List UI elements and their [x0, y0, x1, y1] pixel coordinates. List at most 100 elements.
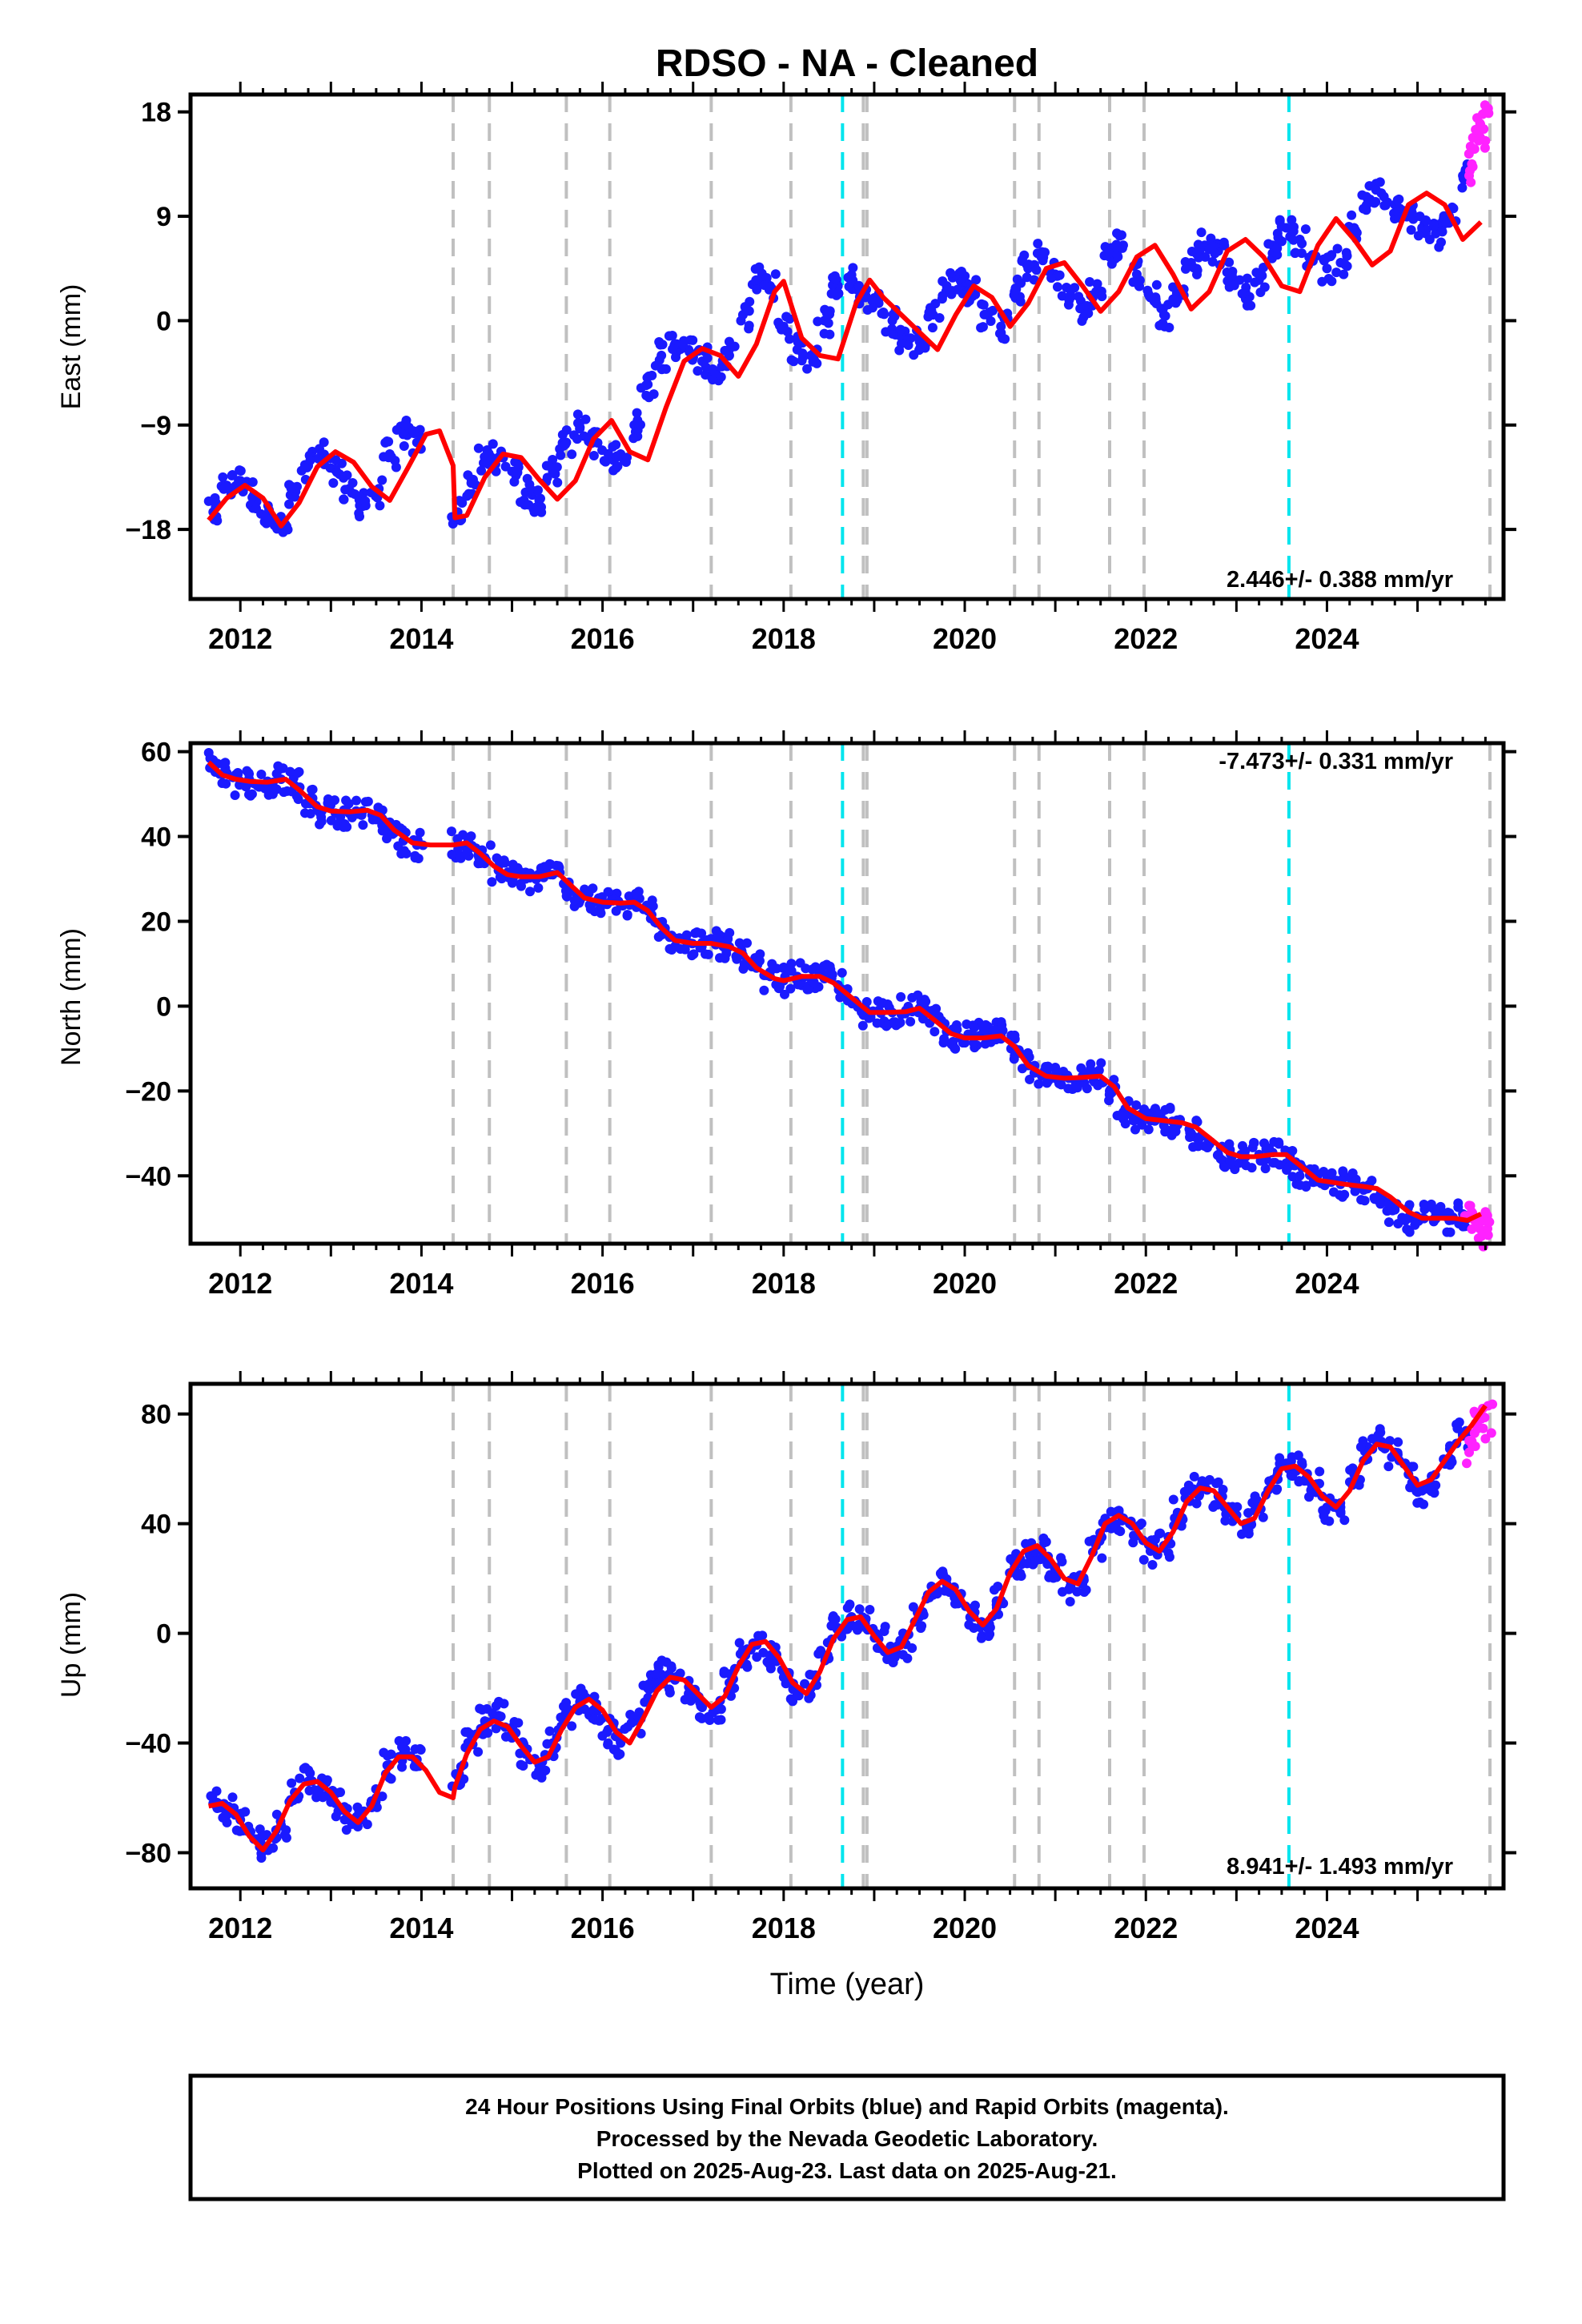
- up-scatter-dot: [1056, 1553, 1066, 1563]
- east-scatter-dot: [831, 275, 841, 285]
- east-scatter-dot: [823, 318, 833, 328]
- north-scatter-dot: [793, 979, 803, 990]
- up-scatter-dot: [314, 1787, 324, 1797]
- east-scatter-dot: [813, 316, 823, 327]
- east-scatter-dot: [1291, 247, 1301, 258]
- east-x-tick-label: 2020: [933, 622, 997, 655]
- north-scatter-dot: [1203, 1142, 1213, 1152]
- up-scatter-dot: [352, 1802, 363, 1812]
- north-scatter-dot: [801, 963, 811, 974]
- up-scatter-dot: [989, 1585, 999, 1595]
- east-scatter-dot: [1193, 239, 1203, 250]
- north-scatter-dot: [720, 953, 730, 963]
- east-scatter-dot: [648, 389, 659, 400]
- up-model: [208, 1404, 1488, 1853]
- up-scatter-dot: [279, 1830, 290, 1840]
- up-scatter-dot: [626, 1718, 636, 1728]
- north-y-tick-label: 40: [141, 822, 171, 853]
- north-scatter-dot: [622, 910, 632, 920]
- east-scatter-dot: [785, 334, 795, 344]
- east-scatter-dot: [528, 505, 539, 515]
- up-scatter-dot: [696, 1701, 706, 1711]
- up-y-tick-label: 40: [141, 1510, 171, 1540]
- east-scatter-dot: [644, 371, 654, 381]
- up-scatter-dot: [1426, 1486, 1436, 1497]
- up-scatter-dot: [680, 1695, 690, 1705]
- east-scatter-dot: [896, 339, 906, 349]
- up-scatter-dot: [231, 1825, 242, 1835]
- up-scatter-dot: [970, 1600, 980, 1610]
- up-events: [452, 1384, 1492, 1888]
- up-scatter-dot: [800, 1679, 810, 1689]
- north-scatter-dot: [777, 963, 788, 973]
- up-scatter-dot: [1384, 1436, 1395, 1446]
- up-scatter-dot: [1286, 1456, 1296, 1466]
- up-scatter-dot: [1454, 1417, 1464, 1427]
- north-scatter-dot: [1445, 1227, 1456, 1237]
- up-scatter-dot: [1147, 1560, 1158, 1570]
- east-scatter-dot: [1342, 251, 1352, 261]
- north-scatter-dot: [1383, 1217, 1394, 1228]
- up-scatter-dot: [496, 1711, 506, 1722]
- east-scatter-dot: [532, 485, 543, 496]
- east-scatter-dot: [1092, 279, 1102, 289]
- north-scatter-dot: [896, 991, 906, 1002]
- east-series-1: [1464, 100, 1494, 187]
- east-scatter-dot: [476, 465, 487, 476]
- north-scatter-dot: [256, 769, 267, 779]
- north-scatter-dot: [905, 1016, 916, 1027]
- east-rate-label: 2.446+/- 0.388 mm/yr: [1227, 567, 1453, 593]
- up-frame: [188, 1381, 1506, 1891]
- up-scatter-dot: [1294, 1476, 1304, 1486]
- north-scatter-dot: [1261, 1144, 1271, 1154]
- east-y-tick-label: 9: [156, 202, 171, 232]
- up-rate-label: 8.941+/- 1.493 mm/yr: [1227, 1854, 1453, 1880]
- east-scatter-dot: [1371, 185, 1381, 195]
- north-scatter-dot: [1225, 1156, 1235, 1166]
- east-scatter-dot: [1428, 221, 1439, 231]
- north-scatter-dot: [1185, 1128, 1195, 1138]
- east-scatter-dot: [978, 300, 989, 310]
- east-scatter-dot: [556, 450, 566, 460]
- north-scatter-dot: [786, 966, 797, 976]
- north-scatter-dot: [588, 883, 598, 894]
- east-scatter-dot: [1479, 124, 1489, 135]
- north-scatter-dot: [1056, 1080, 1066, 1090]
- east-model-line: [207, 191, 1483, 529]
- up-scatter-dot: [741, 1659, 752, 1670]
- footer-line-2: Processed by the Nevada Geodetic Laborat…: [596, 2126, 1098, 2151]
- east-scatter-dot: [1207, 256, 1218, 267]
- up-scatter-dot: [488, 1708, 498, 1719]
- north-scatter-dot: [1237, 1140, 1247, 1151]
- north-y-tick-label: −20: [125, 1076, 171, 1107]
- east-y-tick-label: 18: [141, 98, 171, 128]
- east-scatter-dot: [878, 307, 889, 317]
- north-scatter-dot: [1453, 1202, 1464, 1212]
- north-scatter-dot: [895, 1017, 905, 1027]
- east-scatter-dot: [235, 466, 246, 476]
- east-scatter-dot: [819, 328, 829, 339]
- east-scatter-dot: [821, 308, 832, 319]
- up-scatter-dot: [534, 1766, 544, 1776]
- up-scatter-dot: [644, 1679, 654, 1690]
- up-scatter-dot: [287, 1778, 297, 1788]
- east-scatter-dot: [612, 452, 622, 462]
- up-scatter-dot: [937, 1570, 947, 1580]
- north-model: [207, 760, 1482, 1223]
- up-scatter-dot: [240, 1807, 251, 1817]
- north-scatter-dot: [1155, 1109, 1166, 1120]
- east-data-point: [1322, 263, 1332, 274]
- east-scatter-dot: [1057, 291, 1067, 301]
- up-scatter-dot: [352, 1821, 363, 1831]
- east-x-tick-label: 2016: [571, 622, 635, 655]
- east-scatter-dot: [844, 281, 854, 292]
- east-x-tick-label: 2018: [752, 622, 816, 655]
- north-scatter-dot: [415, 827, 425, 838]
- east-scatter-dot: [667, 331, 677, 341]
- north-y-tick-label: −40: [125, 1161, 171, 1192]
- east-scatter-dot: [286, 483, 296, 493]
- up-scatter-dot: [1462, 1458, 1472, 1469]
- north-x-tick-label: 2018: [752, 1267, 816, 1300]
- east-scatter-dot: [1151, 279, 1162, 290]
- east-scatter-dot: [1112, 250, 1122, 260]
